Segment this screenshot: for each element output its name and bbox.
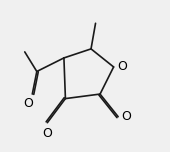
- Text: O: O: [23, 97, 33, 110]
- Text: O: O: [42, 127, 52, 140]
- Text: O: O: [121, 110, 131, 123]
- Text: O: O: [117, 60, 127, 73]
